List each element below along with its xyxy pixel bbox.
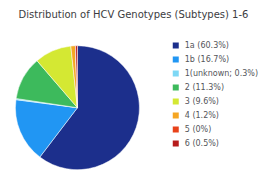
svg-text:2 (11.3%): 2 (11.3%) [185,83,224,92]
svg-text:5 (0%): 5 (0%) [185,125,212,134]
svg-text:3 (9.6%): 3 (9.6%) [185,97,219,106]
svg-text:1a (60.3%): 1a (60.3%) [185,41,229,50]
svg-text:1(unknown; 0.3%): 1(unknown; 0.3%) [185,69,258,78]
svg-text:1b (16.7%): 1b (16.7%) [185,55,229,64]
svg-text:6 (0.5%): 6 (0.5%) [185,139,219,148]
svg-text:4 (1.2%): 4 (1.2%) [185,111,219,120]
svg-text:Distribution of HCV Genotypes: Distribution of HCV Genotypes (Subtypes)… [19,9,249,20]
